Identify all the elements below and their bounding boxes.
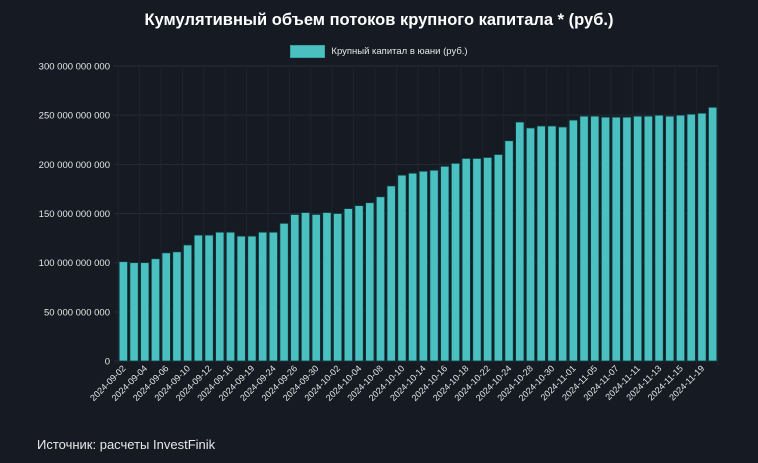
bar bbox=[611, 116, 621, 362]
bar bbox=[354, 205, 364, 362]
bar bbox=[408, 172, 418, 362]
bar bbox=[579, 115, 589, 362]
chart-title: Кумулятивный объем потоков крупного капи… bbox=[144, 11, 614, 29]
bar bbox=[504, 140, 514, 362]
bar bbox=[675, 114, 686, 362]
y-tick-label: 250 000 000 000 bbox=[39, 111, 110, 122]
bar bbox=[665, 115, 675, 362]
bar bbox=[440, 165, 450, 362]
bar bbox=[568, 119, 578, 362]
bar bbox=[118, 261, 128, 362]
bar bbox=[547, 125, 557, 362]
bar bbox=[225, 231, 236, 362]
bar bbox=[686, 113, 696, 362]
bar bbox=[140, 262, 150, 362]
bar bbox=[483, 157, 493, 362]
y-tick-label: 50 000 000 000 bbox=[44, 307, 110, 318]
bar bbox=[247, 235, 257, 362]
bar bbox=[472, 158, 482, 362]
bar bbox=[493, 154, 503, 362]
bar bbox=[279, 222, 289, 362]
bar bbox=[515, 121, 525, 362]
bar bbox=[525, 127, 536, 362]
bar bbox=[397, 174, 407, 362]
bar bbox=[129, 262, 139, 362]
bar bbox=[172, 251, 182, 362]
bar bbox=[622, 116, 632, 362]
bar bbox=[161, 252, 171, 362]
bar bbox=[375, 196, 386, 362]
bar bbox=[300, 212, 311, 362]
bar bbox=[268, 231, 278, 362]
bar bbox=[461, 158, 471, 362]
bar bbox=[536, 125, 546, 362]
bar bbox=[633, 115, 643, 362]
bar bbox=[290, 214, 300, 362]
y-tick-label: 150 000 000 000 bbox=[39, 209, 110, 220]
bar bbox=[215, 231, 225, 362]
source-note: Источник: расчеты InvestFinik bbox=[37, 437, 216, 452]
bar bbox=[450, 162, 461, 362]
bar bbox=[150, 258, 161, 362]
bar bbox=[322, 212, 332, 362]
y-tick-label: 0 bbox=[105, 357, 110, 368]
bar bbox=[333, 213, 343, 362]
legend-label: Крупный капитал в юани (руб.) bbox=[331, 46, 468, 57]
bar bbox=[643, 115, 653, 362]
bar bbox=[183, 244, 193, 362]
bar bbox=[708, 106, 718, 362]
bar bbox=[386, 185, 396, 362]
y-tick-label: 200 000 000 000 bbox=[39, 160, 110, 171]
bar bbox=[600, 116, 611, 362]
bar bbox=[558, 126, 568, 362]
legend[interactable]: Крупный капитал в юани (руб.) bbox=[0, 45, 758, 58]
bar bbox=[365, 202, 375, 362]
bar bbox=[429, 169, 439, 362]
bar bbox=[258, 231, 268, 362]
bar bbox=[418, 170, 428, 362]
bar bbox=[343, 208, 353, 362]
legend-swatch bbox=[290, 45, 326, 58]
bar bbox=[654, 114, 664, 362]
bar bbox=[697, 112, 707, 362]
bar bbox=[236, 235, 246, 362]
bar bbox=[193, 234, 203, 362]
y-tick-label: 300 000 000 000 bbox=[39, 62, 110, 73]
bar bbox=[204, 234, 214, 362]
bar bbox=[311, 214, 321, 362]
bar bbox=[590, 115, 600, 362]
y-tick-label: 100 000 000 000 bbox=[39, 258, 110, 269]
